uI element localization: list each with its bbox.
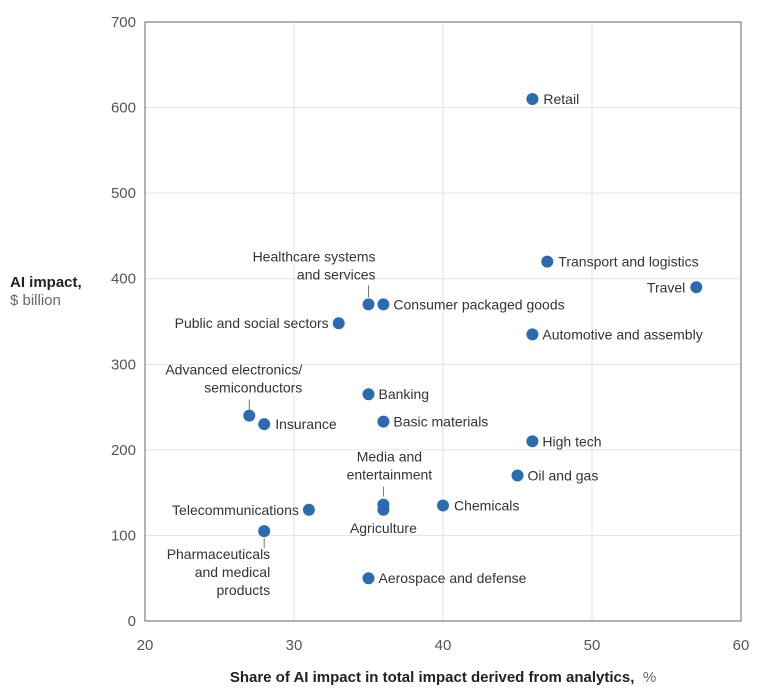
data-point (243, 409, 256, 422)
data-point (690, 281, 703, 294)
data-label: entertainment (347, 467, 433, 483)
data-point (302, 503, 315, 516)
data-points: Retail Transport and logistics Travel Healt… (165, 91, 702, 598)
data-point-group: Healthcare systems and services (253, 248, 376, 311)
data-point-group: Insurance (258, 416, 337, 432)
y-tick-label: 500 (111, 185, 136, 202)
data-label: Media and (357, 449, 422, 465)
data-point (332, 317, 345, 330)
data-point (362, 388, 375, 401)
data-label: Banking (379, 386, 430, 402)
data-point (526, 435, 539, 448)
y-tick-label: 400 (111, 271, 136, 288)
data-point-group: Aerospace and defense (362, 570, 527, 586)
plot-frame (144, 21, 742, 622)
data-point (362, 572, 375, 585)
x-tick-label: 30 (286, 637, 303, 654)
data-label: products (216, 582, 270, 598)
data-point (526, 93, 539, 106)
data-point-group: Chemicals (437, 497, 519, 513)
x-tick-label: 40 (435, 637, 452, 654)
x-axis-unit: % (643, 669, 656, 686)
y-axis-title: AI impact, (10, 274, 82, 291)
data-label: and medical (195, 564, 271, 580)
data-point-group: Advanced electronics/semiconductors (165, 362, 302, 422)
data-point-group: Public and social sectors (175, 315, 345, 331)
data-label: Public and social sectors (175, 315, 329, 331)
data-label: semiconductors (204, 380, 302, 396)
data-point-group: High tech (526, 433, 602, 449)
data-label: Consumer packaged goods (393, 296, 564, 312)
data-point (362, 298, 375, 311)
data-point-group: Media and entertainment (347, 449, 433, 511)
data-point-group: Consumer packaged goods (377, 296, 565, 312)
data-point (377, 503, 390, 516)
data-point (377, 298, 390, 311)
data-point-group: Pharmaceuticals and medical products (167, 525, 271, 598)
x-axis-title-line: Share of AI impact in total impact deriv… (230, 669, 656, 686)
data-label: Transport and logistics (558, 254, 698, 270)
data-point-group: Banking (362, 386, 430, 402)
data-point-group: Automotive and assembly (526, 326, 703, 342)
data-label: Chemicals (454, 497, 519, 513)
data-label: Agriculture (350, 520, 417, 536)
x-tick-label: 60 (733, 637, 750, 654)
y-tick-label: 0 (128, 613, 136, 630)
data-label: Oil and gas (528, 468, 599, 484)
data-label: Telecommunications (172, 502, 299, 518)
data-label: Travel (647, 279, 685, 295)
data-point (377, 415, 390, 428)
data-label: High tech (542, 433, 601, 449)
x-axis-title: Share of AI impact in total impact deriv… (230, 669, 635, 686)
data-label: Aerospace and defense (379, 570, 527, 586)
data-label: Retail (543, 91, 579, 107)
y-tick-label: 700 (111, 14, 136, 31)
data-point-group: Oil and gas (511, 468, 599, 484)
y-tick-label: 200 (111, 442, 136, 459)
data-label: Healthcare systems (253, 248, 376, 264)
data-point-group: Telecommunications (172, 502, 315, 518)
x-tick-label: 20 (137, 637, 154, 654)
data-label: Insurance (275, 416, 337, 432)
data-point-group: Retail (526, 91, 579, 107)
x-tick-label: 50 (584, 637, 601, 654)
data-label: Basic materials (393, 414, 488, 430)
data-point-group: Basic materials (377, 414, 488, 430)
data-point (541, 255, 554, 268)
y-tick-label: 300 (111, 356, 136, 373)
gridlines (145, 22, 741, 621)
y-axis-unit: $ billion (10, 292, 61, 309)
data-point-group: Transport and logistics (541, 254, 699, 270)
y-tick-label: 600 (111, 100, 136, 117)
data-label: Advanced electronics/ (165, 362, 302, 378)
data-point (437, 499, 449, 512)
data-point-group: Travel (647, 279, 703, 295)
data-point (526, 328, 539, 341)
data-point (258, 418, 271, 431)
y-tick-label: 100 (111, 527, 136, 544)
data-label: Automotive and assembly (542, 326, 702, 342)
data-point (258, 525, 271, 538)
data-point-group: Agriculture (350, 503, 417, 536)
data-label: Pharmaceuticals (167, 546, 271, 562)
data-label: and services (297, 266, 376, 282)
data-point (511, 469, 524, 482)
